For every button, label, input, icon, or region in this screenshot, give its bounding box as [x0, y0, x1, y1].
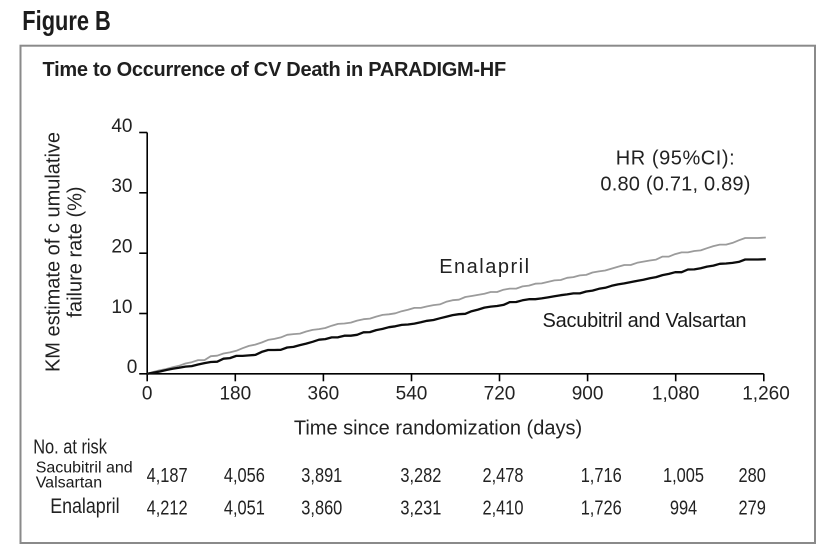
svg-text:4,212: 4,212 — [147, 496, 188, 519]
svg-text:failure rate (%): failure rate (%) — [65, 186, 87, 317]
svg-text:4,187: 4,187 — [147, 464, 188, 487]
svg-text:994: 994 — [670, 496, 697, 519]
svg-text:2,410: 2,410 — [483, 496, 524, 519]
svg-text:No. at risk: No. at risk — [33, 435, 108, 458]
svg-text:0: 0 — [127, 357, 138, 378]
svg-text:40: 40 — [111, 116, 132, 137]
svg-text:1,005: 1,005 — [663, 464, 704, 487]
svg-text:280: 280 — [739, 464, 766, 487]
svg-text:1,080: 1,080 — [652, 384, 700, 405]
svg-text:1,726: 1,726 — [581, 496, 622, 519]
svg-text:Enalapril: Enalapril — [439, 256, 530, 278]
svg-text:30: 30 — [111, 176, 132, 197]
svg-text:900: 900 — [572, 384, 604, 405]
svg-text:2,478: 2,478 — [483, 464, 524, 487]
svg-text:360: 360 — [308, 384, 340, 405]
svg-text:Enalapril: Enalapril — [50, 494, 119, 518]
svg-text:Valsartan: Valsartan — [36, 474, 102, 491]
svg-text:Sacubitril and Valsartan: Sacubitril and Valsartan — [543, 310, 747, 332]
svg-text:4,051: 4,051 — [224, 496, 265, 519]
svg-text:720: 720 — [484, 384, 516, 405]
svg-text:3,231: 3,231 — [400, 496, 441, 519]
svg-text:540: 540 — [396, 384, 428, 405]
svg-text:1,260: 1,260 — [742, 384, 790, 405]
svg-text:KM estimate of c umulative: KM estimate of c umulative — [43, 132, 65, 372]
svg-text:20: 20 — [111, 237, 132, 258]
svg-text:3,860: 3,860 — [301, 496, 342, 519]
svg-text:180: 180 — [219, 384, 251, 405]
svg-text:HR (95%CI):: HR (95%CI): — [616, 148, 735, 170]
svg-text:1,716: 1,716 — [581, 464, 622, 487]
svg-text:4,056: 4,056 — [224, 464, 265, 487]
svg-text:Time to Occurrence of CV Death: Time to Occurrence of CV Death in PARADI… — [43, 59, 506, 81]
svg-text:0.80 (0.71, 0.89): 0.80 (0.71, 0.89) — [600, 174, 750, 196]
svg-text:Sacubitril and: Sacubitril and — [36, 460, 133, 477]
svg-text:Time since randomization (days: Time since randomization (days) — [294, 418, 582, 440]
svg-text:279: 279 — [739, 496, 766, 519]
svg-text:Figure B: Figure B — [22, 5, 111, 36]
svg-text:0: 0 — [142, 384, 153, 405]
svg-text:10: 10 — [111, 297, 132, 318]
svg-text:3,891: 3,891 — [301, 464, 342, 487]
svg-text:3,282: 3,282 — [400, 464, 441, 487]
